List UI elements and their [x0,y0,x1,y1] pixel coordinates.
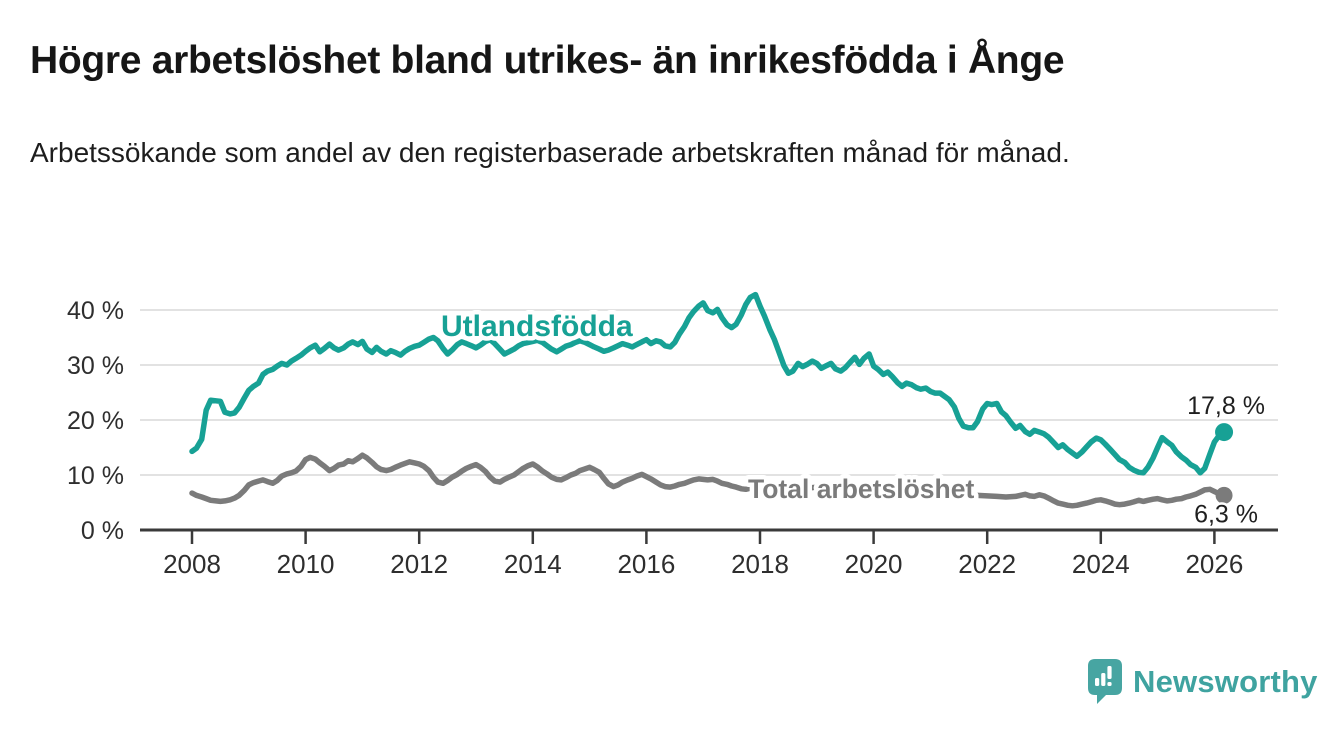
series-label-utlandsfodda: Utlandsfödda [441,310,633,343]
x-axis-tick-label: 2014 [504,549,562,579]
x-axis-tick-label: 2022 [958,549,1016,579]
x-axis-tick-label: 2024 [1072,549,1130,579]
y-axis-tick-label: 40 % [67,297,124,325]
x-axis-tick-label: 2008 [163,549,221,579]
newsworthy-logo-text: Newsworthy [1133,664,1318,699]
series-end-dot-total-arbetsloshet [1215,486,1233,504]
x-axis-tick-label: 2016 [617,549,675,579]
page-title: Högre arbetslöshet bland utrikes- än inr… [30,39,1065,82]
y-axis-tick-label: 20 % [67,407,124,435]
series-line-utlandsfodda [189,291,1227,476]
x-axis-tick-label: 2020 [845,549,903,579]
y-axis-tick-label: 10 % [67,462,124,490]
y-axis-tick-label: 0 % [81,517,124,545]
x-axis-tick-label: 2018 [731,549,789,579]
series-end-value-total-arbetsloshet: 6,3 % [1194,500,1258,528]
x-axis-tick-label: 2010 [277,549,335,579]
x-axis-tick-label: 2012 [390,549,448,579]
y-axis-tick-label: 30 % [67,352,124,380]
x-axis-tick-label: 2026 [1185,549,1243,579]
page-subtitle: Arbetssökande som andel av den registerb… [30,137,1070,168]
series-end-value-utlandsfodda: 17,8 % [1187,392,1265,420]
newsworthy-logo: Newsworthy [1088,656,1318,708]
bar-chart-speech-bubble-icon [1088,659,1122,704]
series-end-dot-utlandsfodda [1215,423,1234,442]
series-label-total-arbetsloshet: Total arbetslöshet [748,474,974,504]
series-line-total-arbetsloshet [189,452,1227,509]
